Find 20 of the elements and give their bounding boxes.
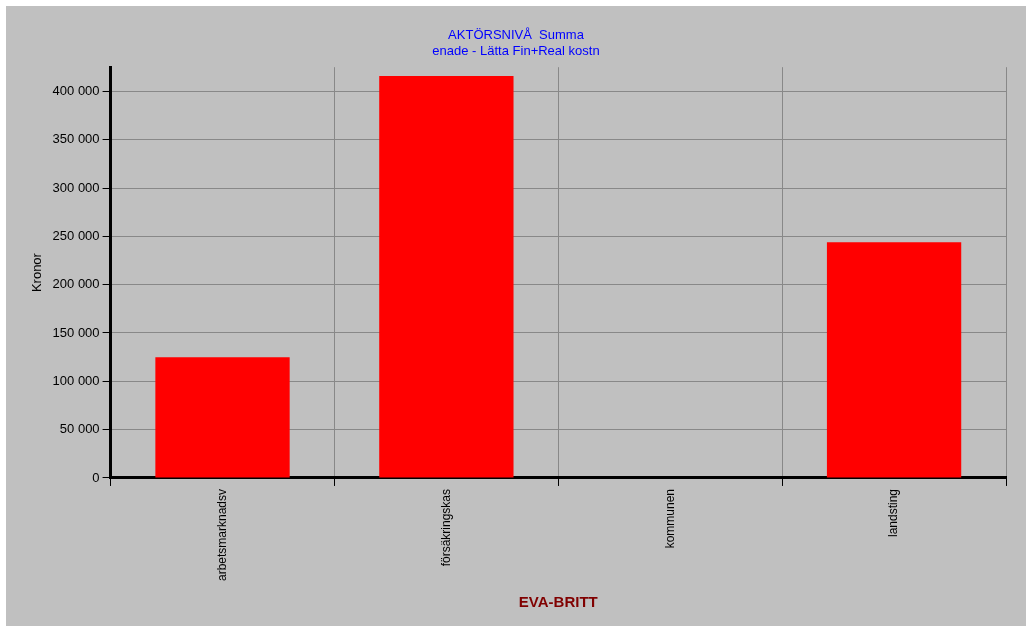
bar (379, 75, 514, 478)
bar (155, 357, 290, 478)
y-tick-label: 50 000 (59, 421, 100, 437)
x-tick-label: landsting (886, 488, 901, 538)
x-tick-label: försäkringskas (438, 488, 453, 567)
x-axis-title: EVA-BRITT (518, 593, 598, 611)
y-tick-label: 300 000 (52, 179, 100, 195)
text: enade - Lätta Fin+Real kostn (432, 42, 600, 58)
y-tick-label: 250 000 (52, 227, 100, 243)
y-tick-label: 100 000 (52, 372, 100, 388)
text: AKTÖRSNIVÅ Summa (448, 27, 584, 43)
bar (826, 242, 962, 478)
y-tick-label: 150 000 (52, 324, 100, 340)
x-tick-label: arbetsmarknadsv (214, 488, 229, 582)
y-tick-label: 400 000 (52, 82, 100, 98)
y-tick-label: 200 000 (52, 276, 100, 292)
y-tick-label: 350 000 (52, 131, 100, 147)
y-axis-title: Kronor (29, 252, 45, 293)
x-tick-label: kommunen (662, 488, 677, 549)
y-tick-label: 0 (92, 469, 100, 485)
